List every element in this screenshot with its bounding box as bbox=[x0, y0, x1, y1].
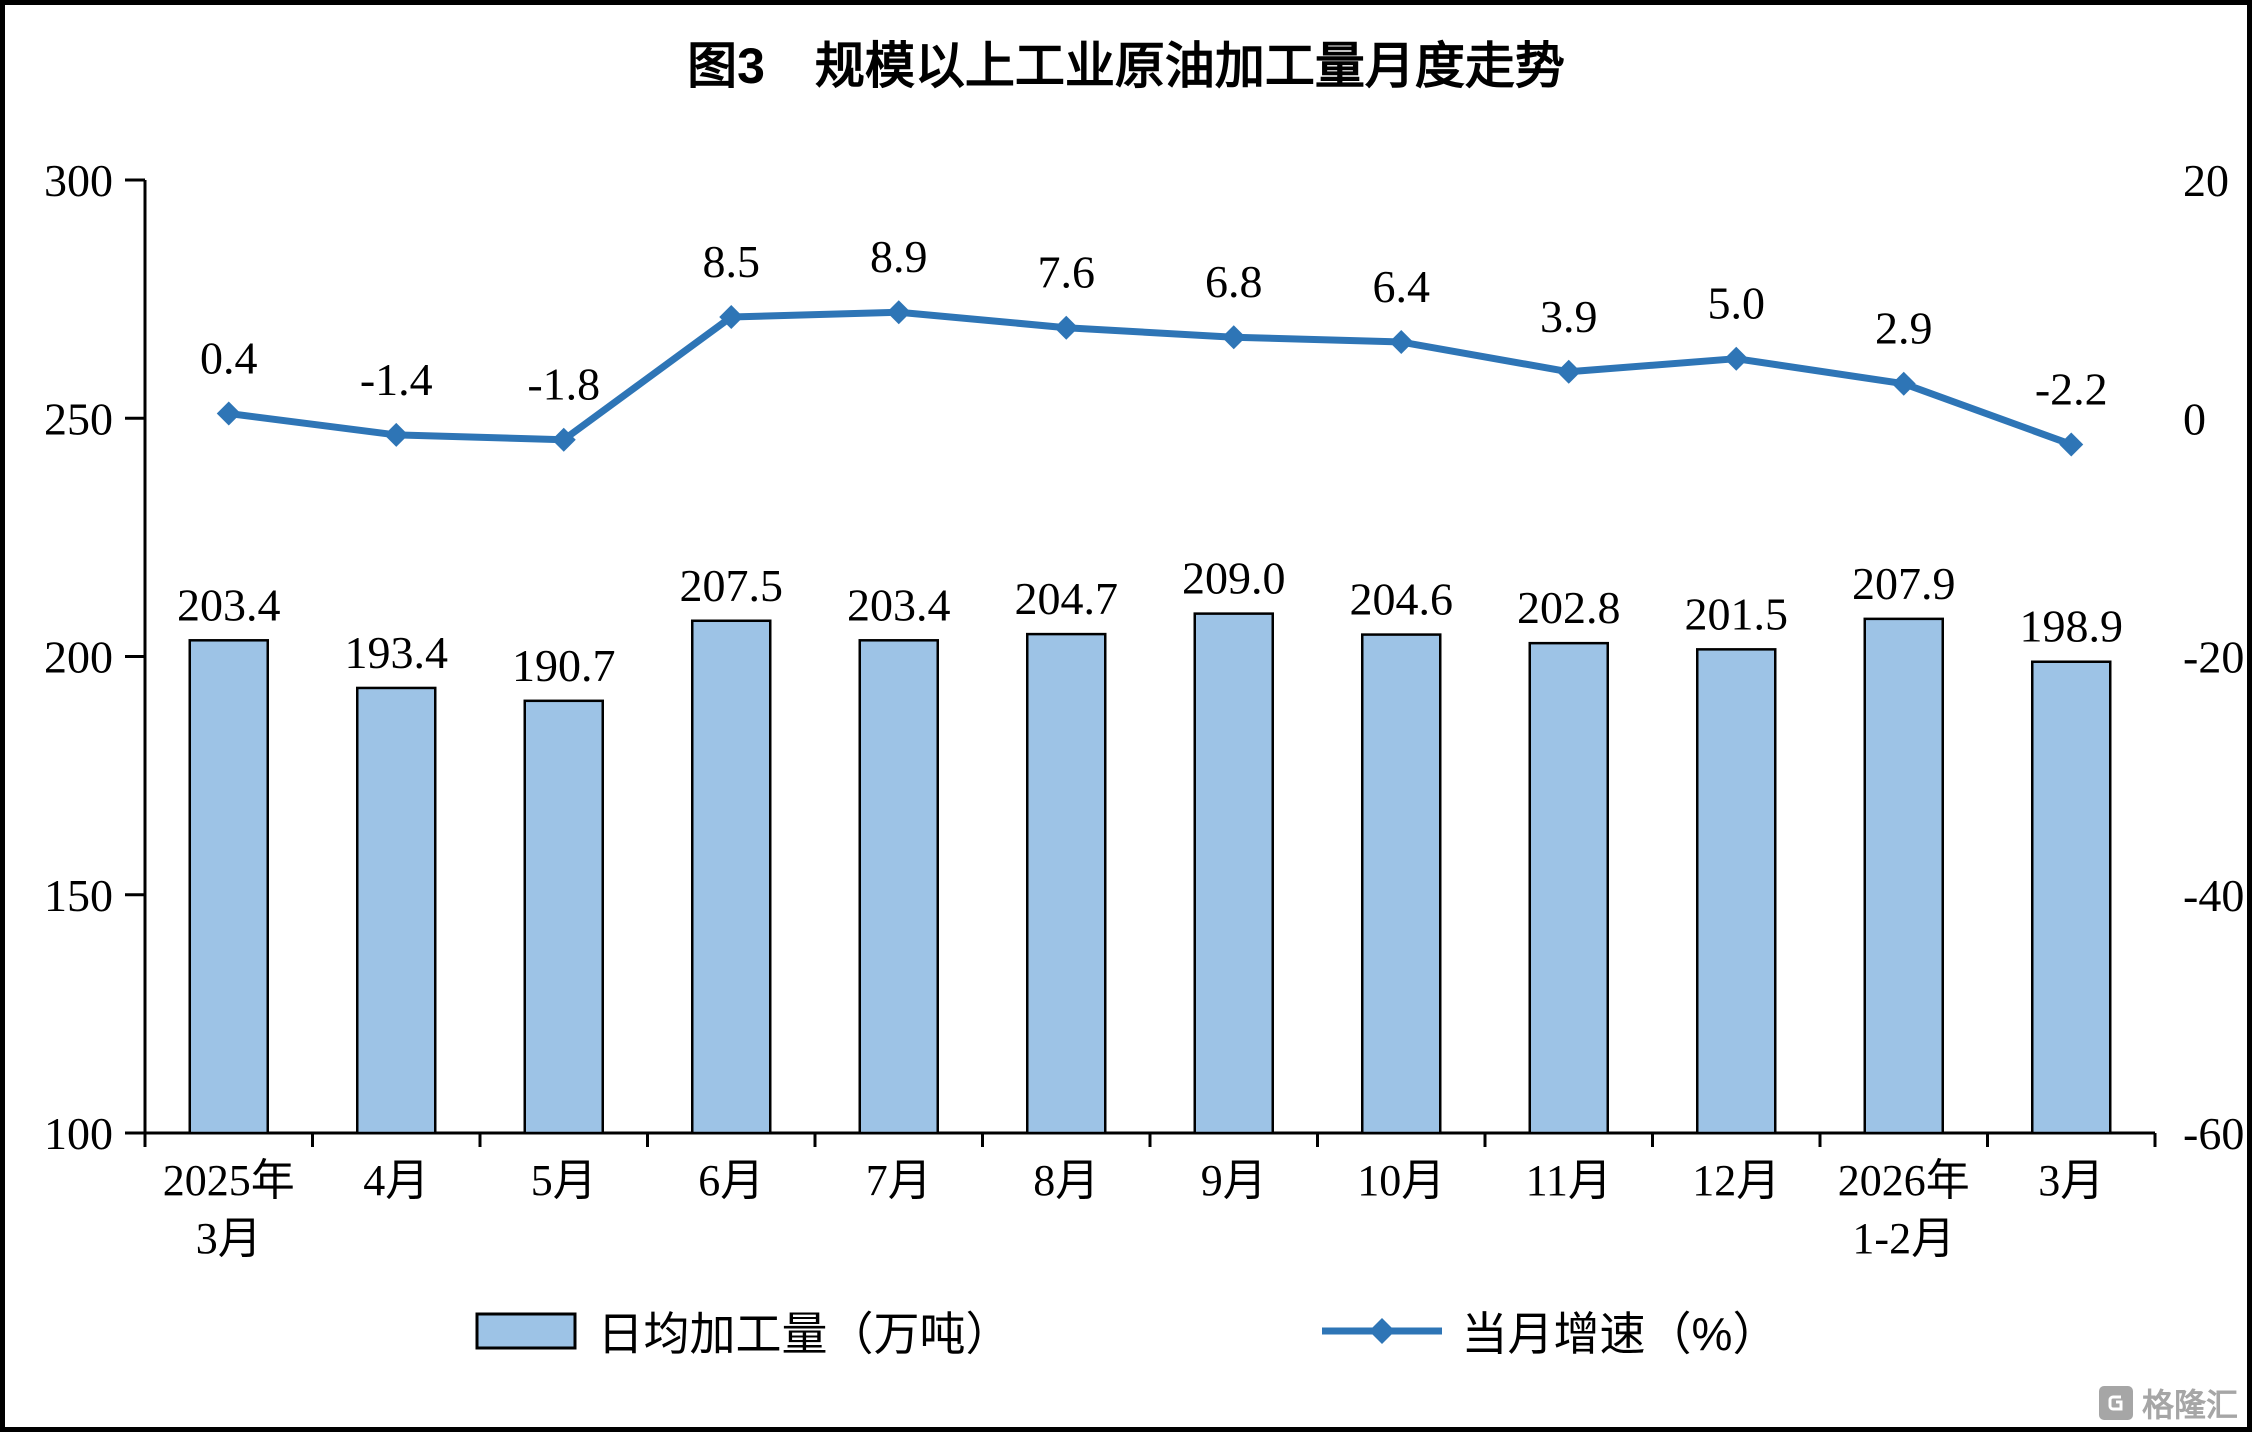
line-value-label: 2.9 bbox=[1875, 303, 1933, 354]
bar-value-label: 207.9 bbox=[1852, 558, 1956, 609]
category-label: 8月 bbox=[1033, 1156, 1099, 1205]
bar bbox=[2031, 660, 2112, 1135]
line-marker-diamond bbox=[2059, 432, 2084, 457]
bar bbox=[1193, 612, 1274, 1135]
bar-value-label: 203.4 bbox=[177, 579, 281, 630]
category-label: 12月 bbox=[1692, 1156, 1780, 1205]
line-marker-diamond bbox=[216, 401, 241, 426]
line-marker-diamond bbox=[1389, 330, 1414, 355]
line-value-label: 8.5 bbox=[703, 236, 761, 287]
category-label: 3月 bbox=[2038, 1156, 2104, 1205]
legend-label-line-series: 当月增速（%） bbox=[1461, 1308, 1779, 1360]
watermark-text: 格隆汇 bbox=[2141, 1387, 2238, 1423]
right-tick-label: 0 bbox=[2183, 393, 2206, 444]
chart-legend: 日均加工量（万吨） 当月增速（%） bbox=[0, 1298, 2252, 1364]
line-marker-diamond bbox=[719, 304, 744, 329]
line-value-label: -1.4 bbox=[360, 354, 433, 405]
category-label: 9月 bbox=[1201, 1156, 1267, 1205]
line-marker-diamond bbox=[1221, 325, 1246, 350]
right-tick-label: -60 bbox=[2183, 1108, 2244, 1159]
line-swatch-diamond bbox=[1368, 1318, 1395, 1344]
bar bbox=[858, 639, 939, 1135]
bars bbox=[188, 612, 2112, 1135]
bar-value-label: 190.7 bbox=[512, 640, 616, 691]
left-tick-label: 150 bbox=[44, 870, 113, 921]
bar-swatch-rect bbox=[475, 1312, 577, 1350]
line-value-label: 5.0 bbox=[1708, 278, 1766, 329]
axes: 100 150 200 250 300 -60 -40 -20 0 20 bbox=[44, 155, 2244, 1159]
category-label: 2025年 bbox=[163, 1156, 295, 1205]
bar-value-label: 193.4 bbox=[345, 627, 449, 678]
left-tick-label: 250 bbox=[44, 393, 113, 444]
legend-item-monthly-growth: 当月增速（%） bbox=[1321, 1298, 1779, 1364]
bar bbox=[188, 639, 269, 1135]
bar bbox=[523, 699, 604, 1135]
bar-value-label: 204.7 bbox=[1015, 573, 1119, 624]
category-label: 10月 bbox=[1357, 1156, 1445, 1205]
line-marker-diamond bbox=[886, 300, 911, 325]
line-value-label: 0.4 bbox=[200, 332, 258, 383]
bar-value-label: 203.4 bbox=[847, 579, 951, 630]
bar bbox=[1026, 632, 1107, 1135]
right-tick-label: -20 bbox=[2183, 632, 2244, 683]
line-value-label: 3.9 bbox=[1540, 291, 1598, 342]
bar-value-label: 204.6 bbox=[1350, 574, 1454, 625]
bar bbox=[691, 619, 772, 1135]
category-label: 2026年 bbox=[1838, 1156, 1970, 1205]
line-marker-diamond bbox=[1724, 346, 1749, 371]
bar bbox=[1528, 641, 1609, 1135]
left-tick-label: 100 bbox=[44, 1108, 113, 1159]
gelonghui-logo-icon bbox=[2098, 1386, 2133, 1420]
left-tick-label: 300 bbox=[44, 155, 113, 206]
bar bbox=[356, 686, 437, 1135]
bar bbox=[1863, 617, 1944, 1135]
category-label: 1-2月 bbox=[1852, 1214, 1955, 1263]
category-label: 3月 bbox=[196, 1214, 262, 1263]
gelonghui-glyph-icon bbox=[2108, 1395, 2123, 1411]
category-label: 4月 bbox=[363, 1156, 429, 1205]
x-axis-labels: 2025年 3月 4月 5月 6月 7月 8月 9月 10月 11月 12月 2026年 1-2月 3月 bbox=[163, 1156, 2105, 1263]
line-series-swatch-icon bbox=[1321, 1318, 1442, 1344]
line-marker-diamond bbox=[1054, 315, 1079, 340]
category-label: 6月 bbox=[698, 1156, 764, 1205]
line-marker-diamond bbox=[384, 422, 409, 447]
line-marker-diamond bbox=[551, 427, 576, 452]
bar-value-label: 209.0 bbox=[1182, 553, 1286, 604]
watermark: 格隆汇 bbox=[2098, 1380, 2238, 1426]
bar-value-label: 202.8 bbox=[1517, 582, 1621, 633]
bar-series-swatch-icon bbox=[475, 1312, 577, 1350]
line-value-label: 6.4 bbox=[1373, 261, 1431, 312]
line-value-label: -1.8 bbox=[527, 359, 600, 410]
category-label: 5月 bbox=[531, 1156, 597, 1205]
right-tick-label: 20 bbox=[2183, 155, 2229, 206]
chart-title: 图3 规模以上工业原油加工量月度走势 bbox=[687, 38, 1565, 94]
legend-label-bar-series: 日均加工量（万吨） bbox=[597, 1308, 1012, 1360]
category-label: 11月 bbox=[1526, 1156, 1612, 1205]
line-value-labels: 0.4 -1.4 -1.8 8.5 8.9 7.6 6.8 6.4 3.9 5.0 2.9 -2.2 bbox=[200, 231, 2108, 414]
line-value-label: 7.6 bbox=[1038, 247, 1096, 298]
bar-value-label: 201.5 bbox=[1685, 588, 1789, 639]
category-label: 7月 bbox=[866, 1156, 932, 1205]
bar-value-label: 198.9 bbox=[2020, 601, 2124, 652]
legend-item-daily-processing-volume: 日均加工量（万吨） bbox=[474, 1298, 1012, 1364]
line-value-label: -2.2 bbox=[2035, 363, 2108, 414]
left-tick-label: 200 bbox=[44, 632, 113, 683]
line-value-label: 6.8 bbox=[1205, 256, 1263, 307]
bar bbox=[1696, 648, 1777, 1135]
line-marker-diamond bbox=[1891, 371, 1916, 396]
bar-value-label: 207.5 bbox=[680, 560, 784, 611]
line-markers bbox=[216, 300, 2084, 457]
growth-line bbox=[228, 308, 2073, 448]
bar-value-labels: 203.4 193.4 190.7 207.5 203.4 204.7 209.0 204.6… bbox=[177, 553, 2123, 691]
right-tick-label: -40 bbox=[2183, 870, 2244, 921]
line-value-label: 8.9 bbox=[870, 231, 928, 282]
bar bbox=[1361, 633, 1442, 1135]
line-marker-diamond bbox=[1556, 359, 1581, 384]
